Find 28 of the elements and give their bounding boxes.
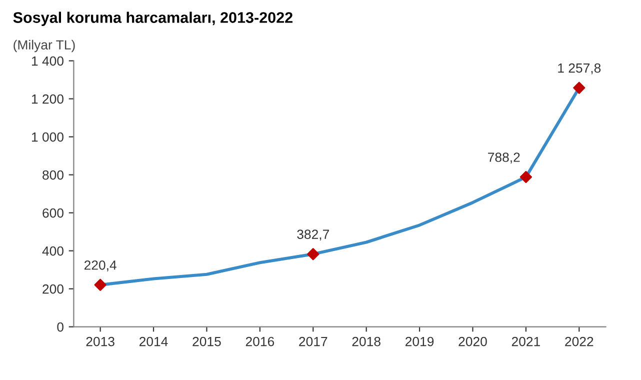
point [520, 170, 532, 184]
chart-title: Sosyal koruma harcamaları, 2013-2022 [13, 12, 292, 26]
x-tick-label: 2020 [458, 336, 487, 346]
data-label: 1 257,8 [558, 63, 601, 74]
y-tick-label: 800 [42, 170, 64, 180]
x-tick-label: 2018 [352, 336, 380, 346]
y-tick-label: 1 000 [32, 132, 64, 142]
x-tick-label: 2013 [86, 336, 114, 346]
y-tick-label: 1 200 [32, 94, 64, 104]
point [94, 278, 106, 291]
y-tick-label: 1 400 [32, 56, 64, 66]
y-tick-label: 200 [42, 284, 64, 294]
x-tick-label: 2017 [299, 336, 328, 346]
x-tick-label: 2014 [140, 336, 168, 346]
point [573, 82, 586, 94]
x-tick-label: 2021 [512, 336, 540, 346]
x-tick-label: 2016 [246, 336, 274, 346]
data-label: 382,7 [297, 230, 329, 241]
y-tick-label: 400 [42, 246, 64, 256]
data-label: 220,4 [84, 260, 116, 272]
x-tick-label: 2015 [192, 336, 221, 346]
y-tick-label: 0 [57, 322, 64, 332]
x-tick-label: 2019 [406, 336, 434, 346]
data-label: 788,2 [488, 152, 520, 164]
y-axis-title: (Milyar TL) [14, 40, 75, 52]
point [307, 248, 320, 260]
x-tick-label: 2022 [565, 336, 594, 346]
y-tick-label: 600 [42, 208, 64, 218]
